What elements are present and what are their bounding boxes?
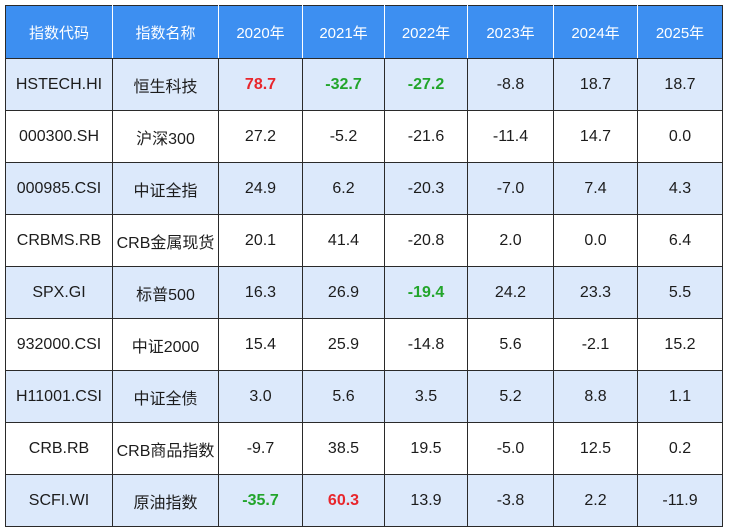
cell-2025: 0.0 [637, 110, 723, 163]
cell-2025: -11.9 [637, 474, 723, 527]
cell-index-name: 中证全指 [112, 162, 219, 215]
table-row: CRBMS.RB CRB金属现货 20.1 41.4 -20.8 2.0 0.0… [5, 214, 723, 267]
cell-index-name: 原油指数 [112, 474, 219, 527]
cell-index-name: 中证全债 [112, 370, 219, 423]
cell-index-code: SPX.GI [5, 266, 113, 319]
cell-index-name: 标普500 [112, 266, 219, 319]
cell-index-name: 中证2000 [112, 318, 219, 371]
table-row: 000300.SH 沪深300 27.2 -5.2 -21.6 -11.4 14… [5, 110, 723, 163]
cell-2021: -5.2 [302, 110, 385, 163]
cell-2020: -9.7 [218, 422, 303, 475]
cell-index-code: CRB.RB [5, 422, 113, 475]
header-index-code: 指数代码 [5, 5, 113, 59]
cell-2022: -27.2 [384, 58, 468, 111]
header-index-name: 指数名称 [112, 5, 219, 59]
cell-2021: 60.3 [302, 474, 385, 527]
cell-2023: -3.8 [467, 474, 554, 527]
cell-2020: 20.1 [218, 214, 303, 267]
cell-2023: -11.4 [467, 110, 554, 163]
cell-2025: 1.1 [637, 370, 723, 423]
header-2021: 2021年 [302, 5, 385, 59]
header-2023: 2023年 [467, 5, 554, 59]
header-2022: 2022年 [384, 5, 468, 59]
table-row: HSTECH.HI 恒生科技 78.7 -32.7 -27.2 -8.8 18.… [5, 58, 723, 111]
cell-index-name: CRB金属现货 [112, 214, 219, 267]
cell-index-code: 932000.CSI [5, 318, 113, 371]
cell-2020: 24.9 [218, 162, 303, 215]
cell-2024: 14.7 [553, 110, 638, 163]
cell-2020: -35.7 [218, 474, 303, 527]
cell-2024: 23.3 [553, 266, 638, 319]
table-row: SCFI.WI 原油指数 -35.7 60.3 13.9 -3.8 2.2 -1… [5, 474, 723, 527]
cell-2023: 2.0 [467, 214, 554, 267]
cell-2024: 0.0 [553, 214, 638, 267]
cell-2022: 13.9 [384, 474, 468, 527]
cell-2022: -20.3 [384, 162, 468, 215]
cell-2024: 7.4 [553, 162, 638, 215]
cell-2021: 25.9 [302, 318, 385, 371]
table-row: 932000.CSI 中证2000 15.4 25.9 -14.8 5.6 -2… [5, 318, 723, 371]
cell-2024: 8.8 [553, 370, 638, 423]
cell-2024: 12.5 [553, 422, 638, 475]
cell-2023: 5.6 [467, 318, 554, 371]
header-2024: 2024年 [553, 5, 638, 59]
table-row: H11001.CSI 中证全债 3.0 5.6 3.5 5.2 8.8 1.1 [5, 370, 723, 423]
header-2020: 2020年 [218, 5, 303, 59]
cell-2023: 5.2 [467, 370, 554, 423]
cell-index-code: HSTECH.HI [5, 58, 113, 111]
cell-2021: 38.5 [302, 422, 385, 475]
cell-2025: 4.3 [637, 162, 723, 215]
cell-2021: 26.9 [302, 266, 385, 319]
cell-2025: 0.2 [637, 422, 723, 475]
cell-2020: 78.7 [218, 58, 303, 111]
cell-2025: 15.2 [637, 318, 723, 371]
cell-2023: -5.0 [467, 422, 554, 475]
cell-index-code: 000985.CSI [5, 162, 113, 215]
cell-2021: 6.2 [302, 162, 385, 215]
table-row: CRB.RB CRB商品指数 -9.7 38.5 19.5 -5.0 12.5 … [5, 422, 723, 475]
cell-2020: 15.4 [218, 318, 303, 371]
cell-index-code: SCFI.WI [5, 474, 113, 527]
cell-2022: 3.5 [384, 370, 468, 423]
cell-2022: 19.5 [384, 422, 468, 475]
cell-2021: 41.4 [302, 214, 385, 267]
cell-2024: 2.2 [553, 474, 638, 527]
cell-2021: -32.7 [302, 58, 385, 111]
cell-index-name: 恒生科技 [112, 58, 219, 111]
cell-2020: 3.0 [218, 370, 303, 423]
table-row: SPX.GI 标普500 16.3 26.9 -19.4 24.2 23.3 5… [5, 266, 723, 319]
cell-2022: -14.8 [384, 318, 468, 371]
cell-index-code: 000300.SH [5, 110, 113, 163]
cell-2022: -19.4 [384, 266, 468, 319]
cell-2023: 24.2 [467, 266, 554, 319]
cell-2024: -2.1 [553, 318, 638, 371]
cell-2024: 18.7 [553, 58, 638, 111]
cell-2023: -7.0 [467, 162, 554, 215]
cell-2022: -20.8 [384, 214, 468, 267]
cell-2022: -21.6 [384, 110, 468, 163]
index-returns-table: 指数代码 指数名称 2020年 2021年 2022年 2023年 2024年 … [5, 5, 723, 527]
cell-index-code: CRBMS.RB [5, 214, 113, 267]
cell-2025: 18.7 [637, 58, 723, 111]
cell-2021: 5.6 [302, 370, 385, 423]
cell-index-code: H11001.CSI [5, 370, 113, 423]
cell-2020: 27.2 [218, 110, 303, 163]
cell-2025: 5.5 [637, 266, 723, 319]
cell-index-name: 沪深300 [112, 110, 219, 163]
cell-2020: 16.3 [218, 266, 303, 319]
cell-index-name: CRB商品指数 [112, 422, 219, 475]
header-row: 指数代码 指数名称 2020年 2021年 2022年 2023年 2024年 … [5, 5, 723, 59]
header-2025: 2025年 [637, 5, 723, 59]
cell-2025: 6.4 [637, 214, 723, 267]
table-row: 000985.CSI 中证全指 24.9 6.2 -20.3 -7.0 7.4 … [5, 162, 723, 215]
cell-2023: -8.8 [467, 58, 554, 111]
